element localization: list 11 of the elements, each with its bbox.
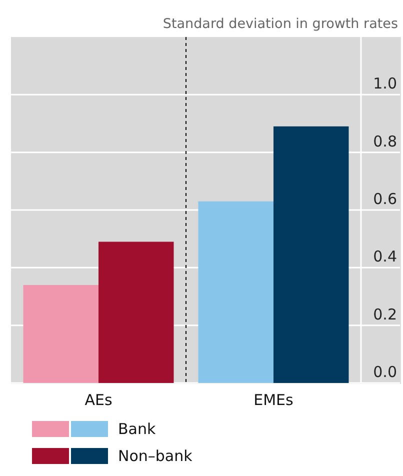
y-tick-label: 0.8 [373, 132, 397, 150]
x-tick-label: EMEs [254, 391, 294, 409]
y-tick-label: 1.0 [373, 74, 397, 93]
y-tick-label: 0.4 [373, 248, 397, 266]
y-axis-title: Standard deviation in growth rates [162, 16, 398, 32]
legend-label: Non–bank [118, 447, 193, 465]
y-tick-label: 0.6 [373, 190, 397, 208]
legend-label: Bank [118, 420, 156, 438]
x-tick-label: AEs [84, 391, 112, 409]
y-tick-label: 0.0 [373, 363, 397, 381]
y-tick-label: 0.2 [373, 305, 397, 324]
